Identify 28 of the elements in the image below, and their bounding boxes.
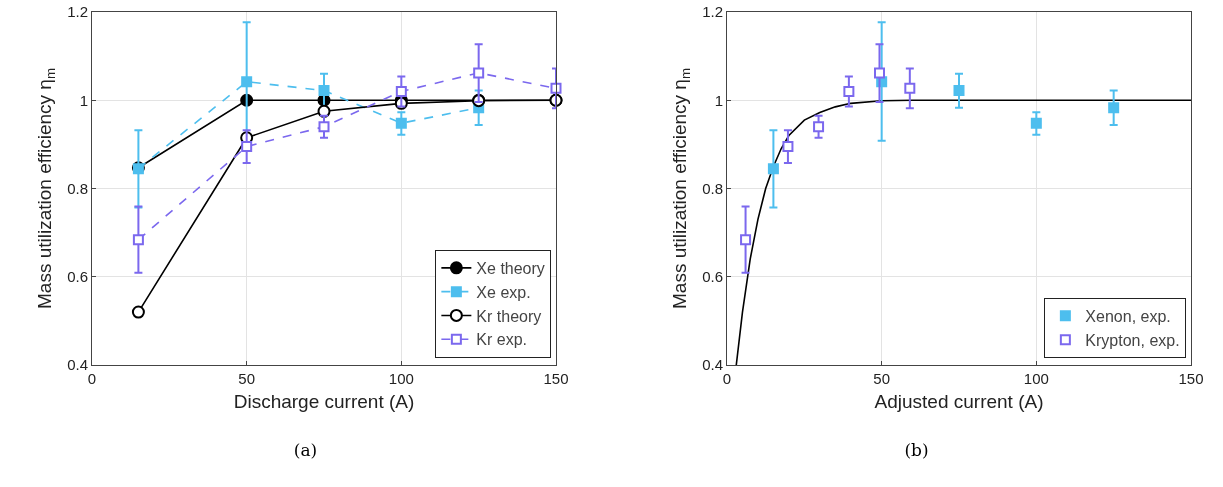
- x-tick-label: 50: [238, 370, 256, 387]
- legend-label: Xenon, exp.: [1085, 308, 1171, 326]
- y-tick-label: 1: [714, 91, 723, 109]
- y-tick-label: 0.6: [702, 268, 723, 285]
- y-tick-label: 1: [79, 91, 88, 109]
- x-tick-label: 100: [1023, 370, 1049, 387]
- y-tick-label: 1.2: [67, 3, 88, 21]
- y-tick-label: 0.8: [67, 179, 88, 197]
- y-tick-label: 0.8: [702, 179, 723, 197]
- y-tick-label: 0.4: [702, 356, 723, 374]
- y-tick-label: 0.4: [67, 356, 88, 374]
- legend-label: Xe exp.: [476, 283, 531, 301]
- x-tick-label: 50: [873, 370, 891, 387]
- legend-label: Kr exp.: [476, 331, 528, 349]
- text: (a): [292, 440, 319, 462]
- y-tick-label: 0.6: [67, 268, 88, 285]
- x-tick-label: 100: [388, 370, 414, 387]
- x-tick-label: 150: [1178, 370, 1204, 387]
- y-tick-label: 1.2: [702, 3, 723, 21]
- legend-label: Krypton, exp.: [1085, 331, 1180, 349]
- x-tick-label: 150: [543, 370, 569, 387]
- legend-label: Kr theory: [476, 307, 542, 325]
- x-axis-title: Discharge current (A): [233, 390, 415, 412]
- x-axis-title: Adjusted current (A): [874, 390, 1044, 412]
- x-tick-label: 0: [722, 370, 732, 387]
- legend-label: Xe theory: [476, 260, 545, 278]
- x-tick-label: 0: [87, 370, 97, 387]
- text: (b): [903, 440, 930, 462]
